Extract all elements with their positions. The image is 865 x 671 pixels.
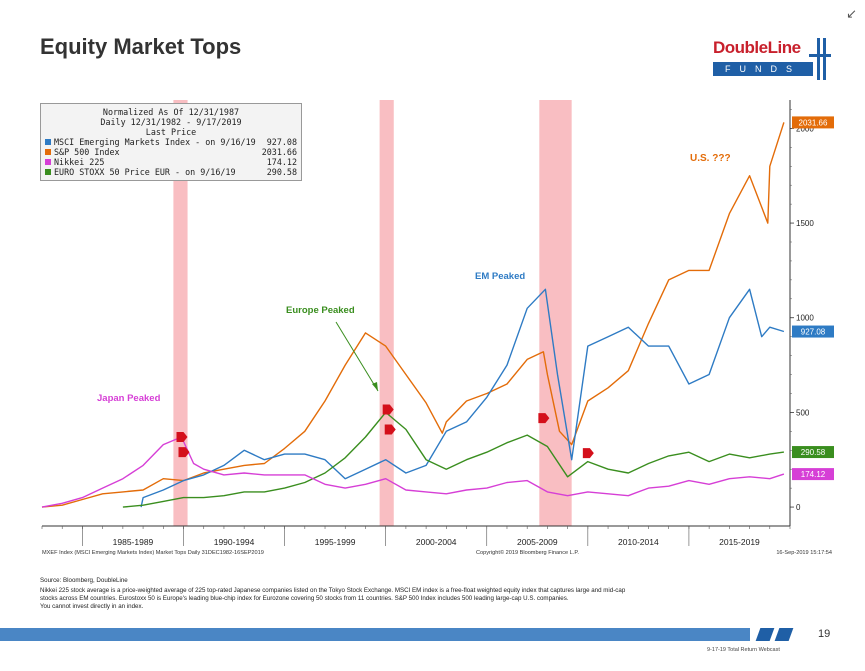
disclosure-note: Nikkei 225 stock average is a price-weig… xyxy=(40,587,830,611)
last-price-tag xyxy=(792,116,834,129)
disclosure-line: Nikkei 225 stock average is a price-weig… xyxy=(40,587,626,594)
y-tick-label: 1000 xyxy=(796,314,814,323)
legend-swatch xyxy=(45,139,51,145)
peak-marker xyxy=(176,432,188,443)
legend-entry-value: 2031.66 xyxy=(261,147,297,157)
collapse-icon[interactable]: ↙ xyxy=(846,6,857,21)
europe-arrow-head xyxy=(372,382,378,391)
last-price-tag xyxy=(792,325,834,338)
last-price-label: 927.08 xyxy=(801,328,826,337)
legend-last-price-header: Last Price xyxy=(145,127,197,137)
last-price-tag xyxy=(792,446,834,459)
footer-bar xyxy=(0,628,750,641)
equity-tops-chart: 1985-1989 1990-1994 1995-1999 2000-2004 2005… xyxy=(41,100,834,556)
legend-entry-name: Nikkei 225 xyxy=(54,157,105,167)
x-tick-label: 2005-2009 xyxy=(517,537,558,547)
footer-stripes xyxy=(755,628,796,646)
footer-caption: 9-17-19 Total Return Webcast xyxy=(707,647,780,653)
legend-entry-name: EURO STOXX 50 Price EUR - on 9/16/19 xyxy=(54,167,236,177)
legend-swatch xyxy=(45,159,51,165)
y-tick-label: 1500 xyxy=(796,219,814,228)
disclosure-line: You cannot invest directly in an index. xyxy=(40,603,144,610)
annotation-us: U.S. ??? xyxy=(690,153,731,164)
peak-marker xyxy=(538,413,550,424)
logo-rule xyxy=(809,54,831,57)
legend-normalized: Normalized As Of 12/31/1987 xyxy=(102,107,240,117)
source-note: Source: Bloomberg, DoubleLine xyxy=(40,577,128,584)
x-tick-label: 1990-1994 xyxy=(214,537,255,547)
chart-footer-timestamp: 16-Sep-2019 15:17:54 xyxy=(776,550,832,556)
series-line xyxy=(41,436,785,508)
legend-entry: S&P 500 Index 2031.66 xyxy=(45,147,297,157)
legend-entry-name: S&P 500 Index xyxy=(54,147,120,157)
europe-arrow xyxy=(335,321,379,392)
series-line xyxy=(41,122,785,508)
x-tick-label: 2015-2019 xyxy=(719,537,760,547)
annotation-japan-peaked: Japan Peaked xyxy=(97,393,161,404)
shaded-peak-band xyxy=(173,100,188,526)
legend-entry: Nikkei 225 174.12 xyxy=(45,157,297,167)
chart-legend: Normalized As Of 12/31/1987 Daily 12/31/… xyxy=(40,103,302,181)
x-tick-label: 1995-1999 xyxy=(315,537,356,547)
company-logo: DoubleLine FUNDS xyxy=(713,38,831,80)
y-tick-label: 500 xyxy=(796,408,810,417)
x-tick-label: 2010-2014 xyxy=(618,537,659,547)
last-price-label: 290.58 xyxy=(801,448,826,457)
peak-marker xyxy=(382,404,394,415)
legend-entry-value: 927.08 xyxy=(266,137,297,147)
series-line xyxy=(140,288,785,508)
logo-subtitle: FUNDS xyxy=(713,62,813,76)
logo-wordmark: DoubleLine xyxy=(713,38,801,57)
y-tick-label: 0 xyxy=(796,503,801,512)
chart-footer-copyright: Copyright© 2019 Bloomberg Finance L.P. xyxy=(476,549,579,556)
legend-entry: EURO STOXX 50 Price EUR - on 9/16/19 290… xyxy=(45,167,297,177)
page-number: 19 xyxy=(818,628,831,640)
legend-entry-value: 290.58 xyxy=(266,167,297,177)
legend-swatch xyxy=(45,169,51,175)
y-tick-label: 2000 xyxy=(796,124,814,133)
shaded-peak-band xyxy=(379,100,394,526)
x-tick-label: 1985-1989 xyxy=(113,537,154,547)
disclosure-line: stocks across EM countries. Eurostoxx 50… xyxy=(40,595,569,602)
page-title: Equity Market Tops xyxy=(40,34,242,59)
last-price-tag xyxy=(792,468,834,481)
series-line xyxy=(122,411,784,508)
last-price-label: 2031.66 xyxy=(799,118,828,127)
legend-entry: MSCI Emerging Markets Index - on 9/16/19… xyxy=(45,137,297,147)
last-price-label: 174.12 xyxy=(801,470,826,479)
logo-rule xyxy=(823,38,826,80)
legend-entry-value: 174.12 xyxy=(266,157,297,167)
chart-footer-left: MXEF Index (MSCI Emerging Markets Index)… xyxy=(42,550,264,556)
peak-marker xyxy=(384,424,396,435)
shaded-peak-band xyxy=(539,100,572,526)
legend-date-range: Daily 12/31/1982 - 9/17/2019 xyxy=(100,117,242,127)
annotation-em-peaked: EM Peaked xyxy=(475,271,525,282)
peak-marker xyxy=(178,447,190,458)
logo-rule xyxy=(817,38,820,80)
legend-swatch xyxy=(45,149,51,155)
peak-marker xyxy=(582,448,594,459)
annotation-europe-peaked: Europe Peaked xyxy=(286,305,355,316)
x-tick-label: 2000-2004 xyxy=(416,537,457,547)
legend-entry-name: MSCI Emerging Markets Index - on 9/16/19 xyxy=(54,137,256,147)
